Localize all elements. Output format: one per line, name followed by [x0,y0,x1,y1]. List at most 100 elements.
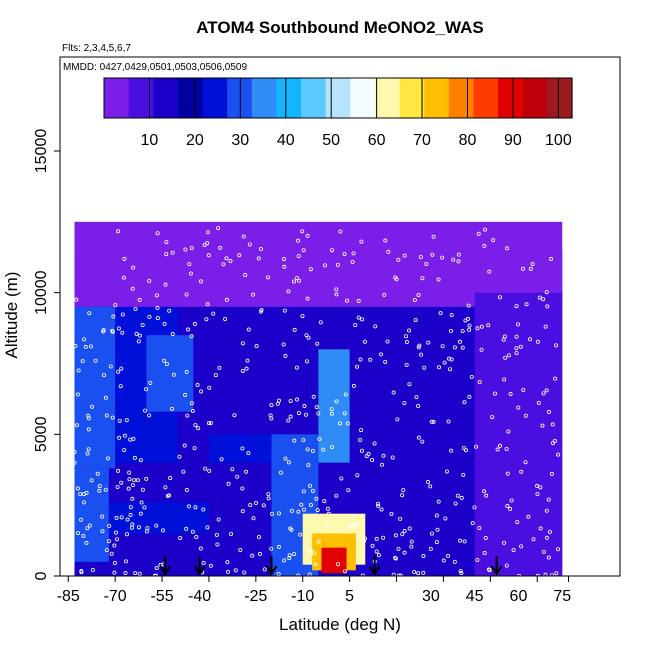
sample-point [501,337,506,342]
sample-point [458,569,463,574]
sample-point [541,391,546,396]
sample-point [105,456,110,461]
sample-point [288,398,293,403]
sample-point [254,344,259,349]
sample-point [133,571,138,576]
y-axis-label: Altitude (m) [2,272,21,359]
x-tick-label: -25 [244,588,267,605]
colorbar-tick-label: 90 [504,132,522,149]
sample-point [83,344,88,349]
sample-point [554,571,559,576]
sample-point [226,481,231,486]
sample-point [115,484,120,489]
sample-point [282,558,287,563]
colorbar-tick-label: 60 [368,132,386,149]
sample-point [276,545,281,550]
sample-point [334,287,339,292]
sample-point [543,324,548,329]
sample-point [465,316,470,321]
sample-point [516,405,521,410]
sample-point [353,322,358,327]
sample-point [144,387,149,392]
sample-point [225,560,230,565]
sample-point [359,428,364,433]
sample-point [104,548,109,553]
sample-point [523,460,528,465]
sample-point [295,276,300,281]
sample-point [502,540,507,545]
sample-point [416,435,421,440]
sample-point [116,468,121,473]
sample-point [116,369,121,374]
sample-point [461,445,466,450]
sample-point [504,563,509,568]
sample-point [460,345,465,350]
sample-point [312,551,317,556]
sample-point [73,344,78,349]
sample-point [351,251,356,256]
sample-point [242,570,247,575]
sample-point [467,327,472,332]
sample-point [419,352,424,357]
sample-point [482,227,487,232]
sample-point [308,483,313,488]
sample-point [207,385,212,390]
sample-point [208,421,213,426]
sample-point [416,571,421,576]
sample-point [177,454,182,459]
sample-point [372,441,377,446]
sample-point [401,488,406,493]
sample-point [428,546,433,551]
sample-point [515,322,520,327]
sample-point [162,358,167,363]
sample-point [491,238,496,243]
sample-point [144,476,149,481]
sample-point [536,400,541,405]
sample-point [370,543,375,548]
colorbar-tick-label: 50 [322,132,340,149]
sample-point [139,500,144,505]
sample-point [316,539,321,544]
sample-point [201,507,206,512]
launch-arrow-4 [490,556,503,576]
colorbar-swatch [128,78,154,118]
colorbar-swatch [473,78,499,118]
sample-point [318,320,323,325]
y-tick-label: 0 [33,571,50,580]
sample-point [505,471,510,476]
sample-point [82,337,87,342]
sample-point [381,535,386,540]
sample-point [459,495,464,500]
sample-point [154,293,159,298]
sample-point [528,266,533,271]
sample-point [250,553,255,558]
sample-point [230,467,235,472]
sample-point [116,229,121,234]
sample-point [456,252,461,257]
sample-point [479,347,484,352]
sample-point [112,543,117,548]
sample-point [88,344,93,349]
sample-point [125,532,130,537]
colorbar-swatch [202,78,228,118]
sample-point [135,478,140,483]
colorbar-swatch [350,78,376,118]
sample-point [183,247,188,252]
sample-point [224,256,229,261]
sample-point [400,493,405,498]
sample-point [248,503,253,508]
sample-point [407,328,412,333]
sample-point [269,546,274,551]
sample-point [288,414,293,419]
sample-point [486,567,491,572]
sample-point [229,531,234,536]
sample-point [345,298,350,303]
sample-point [114,537,119,542]
sample-point [219,457,224,462]
sample-point [350,523,355,528]
sample-point [441,558,446,563]
sample-point [420,276,425,281]
sample-point [475,326,480,331]
sample-point [86,427,91,432]
colorbar: 10 20 30 40 50 60 70 80 90 100 [103,77,573,149]
